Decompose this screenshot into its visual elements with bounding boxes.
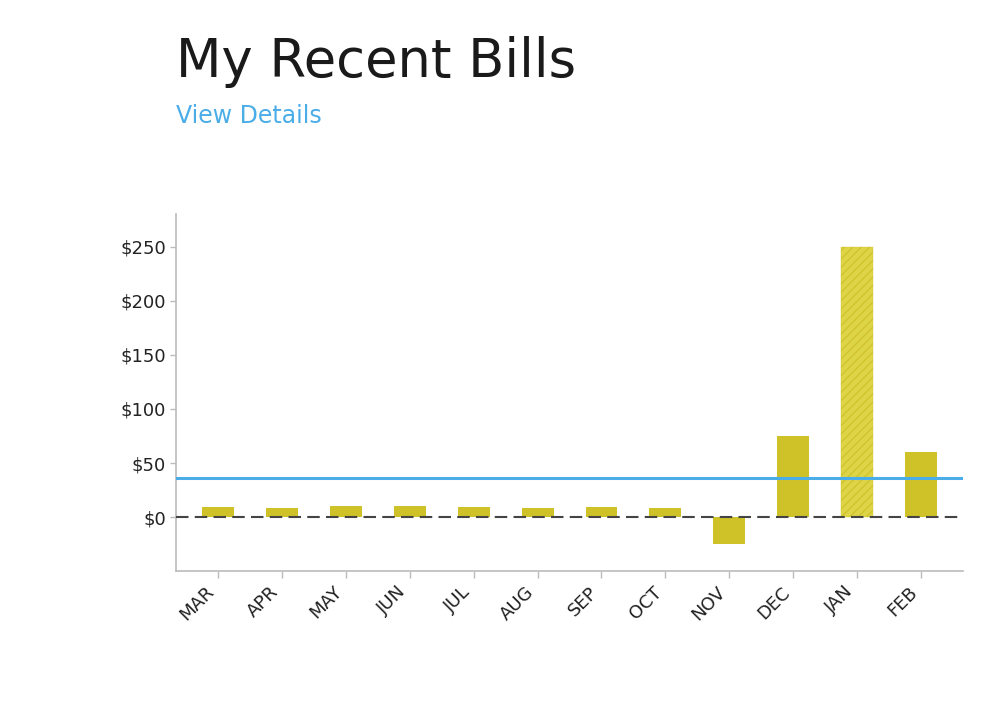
Bar — [777, 436, 809, 517]
Bar — [458, 508, 490, 517]
Bar — [330, 506, 362, 517]
Bar — [521, 508, 553, 517]
Text: My Recent Bills: My Recent Bills — [176, 36, 577, 88]
Bar — [394, 506, 425, 517]
Bar — [649, 508, 681, 517]
Bar — [202, 508, 234, 517]
Bar — [714, 517, 745, 544]
Bar — [266, 508, 297, 517]
Text: View Details: View Details — [176, 104, 323, 128]
Bar — [842, 246, 873, 517]
Bar — [842, 246, 873, 517]
Bar — [586, 508, 618, 517]
Bar — [905, 452, 937, 517]
